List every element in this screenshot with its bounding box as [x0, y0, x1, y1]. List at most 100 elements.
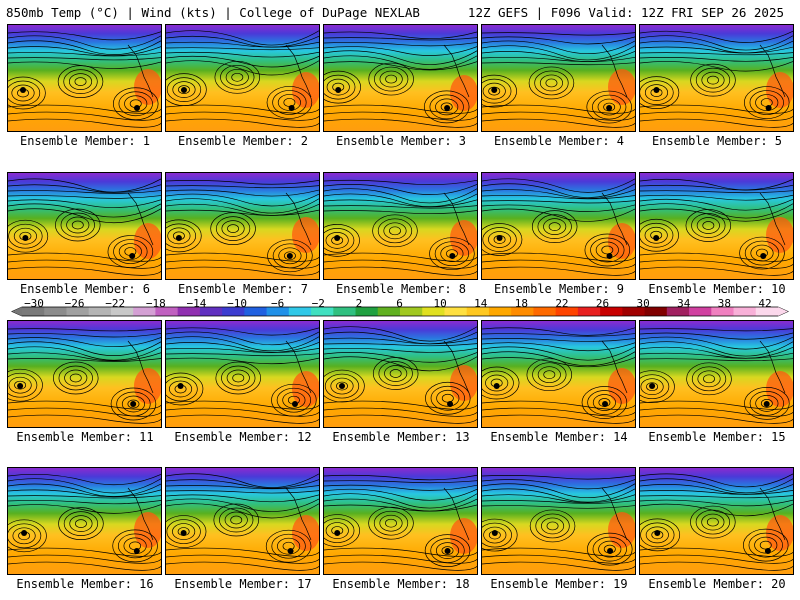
- colorbar-tick-label: −30: [24, 297, 44, 310]
- colorbar-segment: [311, 307, 334, 316]
- member-caption: Ensemble Member: 3: [335, 134, 467, 148]
- colorbar-tick-label: −18: [145, 297, 166, 310]
- wind-contours: [166, 327, 319, 424]
- low-pressure-markers: [496, 235, 613, 259]
- member-caption: Ensemble Member: 19: [490, 577, 628, 591]
- colorbar-tick-label: −22: [105, 297, 126, 310]
- colorbar-segment: [66, 307, 90, 316]
- colorbar-segment: [555, 307, 579, 316]
- low-pressure-markers: [21, 530, 140, 554]
- wind-contours: [8, 178, 161, 276]
- warm-anomaly-patch: [608, 368, 635, 404]
- temperature-colorbar: [11, 306, 789, 317]
- colorbar-segment: [400, 307, 423, 316]
- warm-anomaly-patch: [608, 223, 635, 259]
- low-pressure-markers: [653, 235, 767, 259]
- coastline: [443, 44, 470, 98]
- wind-contours: [324, 31, 477, 128]
- wind-contours: [640, 473, 793, 571]
- colorbar-tick-label: 18: [514, 297, 528, 310]
- colorbar-tick-label: 42: [758, 297, 772, 310]
- wind-contours: [8, 31, 161, 128]
- warm-anomaly-patch: [292, 515, 319, 551]
- warm-anomaly-patch: [450, 365, 477, 401]
- warm-anomaly-patch: [292, 72, 319, 108]
- colorbar-segment: [644, 307, 668, 316]
- ensemble-map-panel: [639, 467, 794, 575]
- colorbar-segment: [466, 307, 490, 316]
- wind-contours: [640, 30, 793, 128]
- ensemble-map-panel: [481, 320, 636, 428]
- colorbar-segment: [689, 307, 712, 316]
- ensemble-map-panel: [639, 172, 794, 280]
- colorbar-tick-label: −26: [64, 297, 85, 310]
- wind-contours: [324, 326, 477, 424]
- ensemble-map-panel: [481, 467, 636, 575]
- colorbar-tick-label: 22: [555, 297, 569, 310]
- coastline: [285, 44, 312, 98]
- low-pressure-markers: [649, 383, 770, 407]
- member-caption: Ensemble Member: 15: [648, 430, 786, 444]
- colorbar-segment: [622, 307, 646, 316]
- ensemble-map-panel: [323, 467, 478, 575]
- colorbar-tick-label: 10: [433, 297, 447, 310]
- ensemble-map-panel: [165, 24, 320, 132]
- wind-contours: [8, 328, 161, 424]
- colorbar-tick-label: −14: [186, 297, 207, 310]
- member-caption: Ensemble Member: 5: [651, 134, 783, 148]
- coastline: [443, 487, 470, 541]
- colorbar-segment: [355, 307, 379, 316]
- colorbar-segment: [755, 307, 779, 316]
- wind-contours: [482, 178, 635, 276]
- colorbar-tick-label: 2: [355, 297, 363, 310]
- coastline: [285, 340, 312, 394]
- colorbar-arrow-left: [12, 307, 22, 316]
- ensemble-map-panel: [7, 467, 162, 575]
- coastline: [759, 44, 786, 98]
- member-caption: Ensemble Member: 20: [648, 577, 786, 591]
- ensemble-map-panel: [165, 320, 320, 428]
- warm-anomaly-patch: [766, 72, 793, 108]
- colorbar-segment: [22, 307, 45, 316]
- wind-contours: [640, 328, 793, 424]
- warm-anomaly-patch: [450, 75, 477, 111]
- low-pressure-markers: [335, 87, 451, 111]
- low-pressure-markers: [22, 235, 136, 259]
- coastline: [759, 487, 786, 541]
- low-pressure-markers: [491, 530, 614, 554]
- coastline: [285, 487, 312, 541]
- warm-anomaly-patch: [134, 69, 161, 105]
- ensemble-map-panel: [323, 172, 478, 280]
- colorbar-segment: [377, 307, 401, 316]
- map-title: 850mb Temp (°C) | Wind (kts) | College o…: [6, 5, 420, 20]
- colorbar-segment: [444, 307, 468, 316]
- colorbar-segment: [333, 307, 357, 316]
- colorbar-segment: [533, 307, 557, 316]
- ensemble-map-panel: [7, 24, 162, 132]
- run-valid-time: 12Z GEFS | F096 Valid: 12Z FRI SEP 26 20…: [467, 5, 784, 20]
- colorbar-tick-label: 30: [636, 297, 650, 310]
- member-caption: Ensemble Member: 13: [332, 430, 470, 444]
- warm-anomaly-patch: [766, 371, 793, 407]
- ensemble-map-panel: [481, 24, 636, 132]
- colorbar-segment: [199, 307, 223, 316]
- member-caption: Ensemble Member: 17: [174, 577, 312, 591]
- warm-anomaly-patch: [608, 512, 635, 548]
- colorbar-tick-label: −6: [271, 297, 285, 310]
- ensemble-map-panel: [165, 172, 320, 280]
- ensemble-map-panel: [481, 172, 636, 280]
- coastline: [601, 487, 628, 541]
- low-pressure-markers: [180, 87, 295, 111]
- ensemble-map-panel: [639, 320, 794, 428]
- coastline: [127, 192, 154, 246]
- warm-anomaly-patch: [134, 368, 161, 404]
- low-pressure-markers: [491, 87, 613, 111]
- coastline: [127, 44, 154, 98]
- colorbar-segment: [266, 307, 290, 316]
- wind-contours: [324, 179, 477, 276]
- colorbar-tick-label: −2: [311, 297, 325, 310]
- colorbar-tick-label: −10: [227, 297, 247, 310]
- low-pressure-markers: [338, 383, 454, 407]
- colorbar-segment: [222, 307, 245, 316]
- ensemble-map-panel: [7, 320, 162, 428]
